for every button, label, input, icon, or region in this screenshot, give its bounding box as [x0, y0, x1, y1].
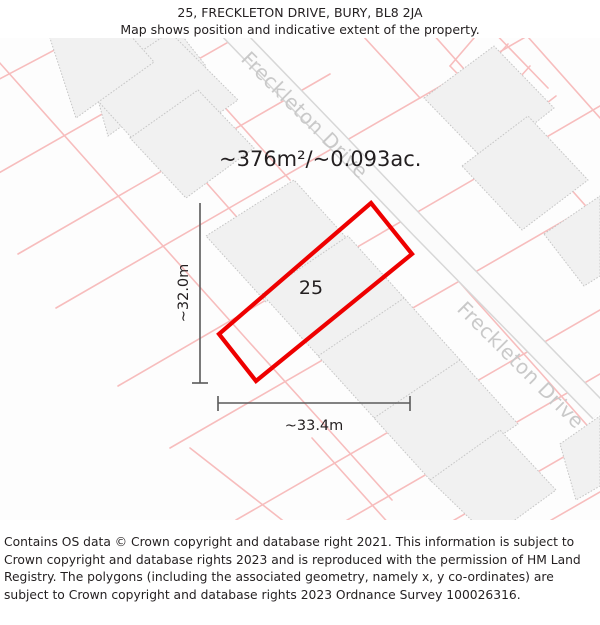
page-title: 25, FRECKLETON DRIVE, BURY, BL8 2JA — [177, 5, 423, 20]
area-label: ~376m²/~0.093ac. — [219, 147, 421, 171]
map-canvas[interactable]: Freckleton Drive Freckleton Drive ~376m²… — [0, 38, 600, 520]
building-footprints — [49, 38, 600, 520]
width-dimension-label: ~33.4m — [285, 418, 344, 434]
page-subtitle: Map shows position and indicative extent… — [120, 22, 480, 37]
road-network — [222, 38, 600, 420]
header: 25, FRECKLETON DRIVE, BURY, BL8 2JA Map … — [0, 0, 600, 38]
plot-number-label: 25 — [299, 277, 323, 299]
copyright-text: Contains OS data © Crown copyright and d… — [4, 535, 581, 602]
width-dimension — [217, 396, 411, 411]
height-dimension — [192, 203, 208, 384]
height-dimension-label: ~32.0m — [176, 264, 192, 323]
copyright-footer: Contains OS data © Crown copyright and d… — [0, 534, 600, 604]
property-extent-polygon[interactable] — [216, 199, 415, 384]
